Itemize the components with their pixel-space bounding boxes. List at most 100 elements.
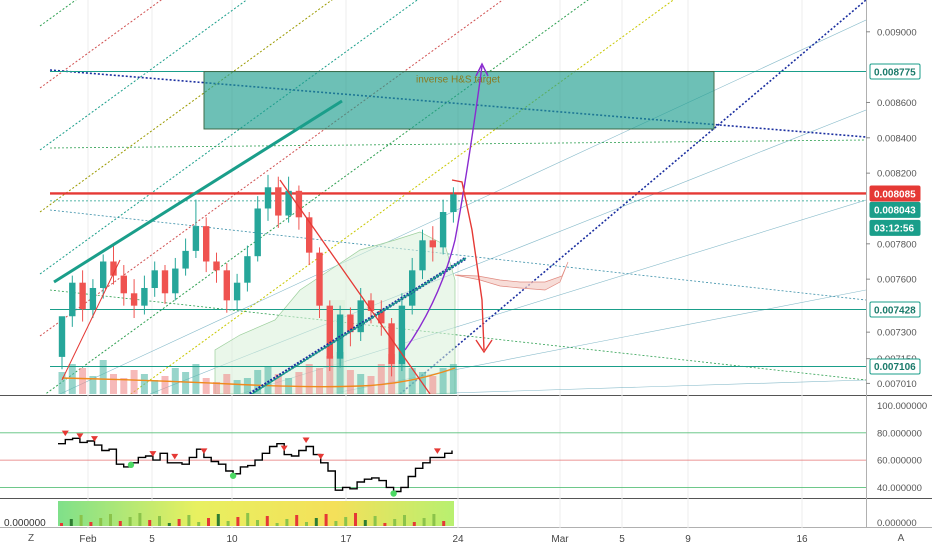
- candle-body: [275, 187, 282, 216]
- price-tag-label: 03:12:56: [874, 224, 914, 235]
- volume-heat-bar: [275, 523, 279, 526]
- candle-body: [439, 212, 447, 248]
- candle-body: [316, 252, 323, 306]
- candle-body: [182, 250, 189, 269]
- volume-bar: [274, 374, 282, 394]
- timezone-button[interactable]: Z: [22, 529, 40, 547]
- candle-body: [69, 282, 76, 317]
- bearish-projection-path: [451, 179, 485, 351]
- price-axis[interactable]: 0.009000 0.008600 0.008400 0.008200 0.007800…: [866, 27, 917, 390]
- auto-scale-button[interactable]: A: [892, 529, 910, 547]
- volume-heat-bar: [226, 521, 230, 526]
- candle-body: [367, 300, 375, 311]
- volume-bar: [120, 378, 128, 394]
- time-tick-label: 5: [619, 534, 625, 545]
- volume-bar: [58, 372, 66, 394]
- volume-bar: [89, 376, 97, 394]
- volume-heat-bar: [60, 523, 63, 526]
- bearish-projection-arrowhead: [475, 339, 493, 354]
- drawing-tools: [53, 62, 493, 394]
- volume-heat-bar: [158, 516, 161, 526]
- target-zone-label: inverse H&S target: [416, 75, 500, 86]
- down-diagonal: [279, 179, 431, 394]
- volume-heat-bar: [295, 515, 299, 526]
- price-tick-label: 0.008400: [877, 133, 917, 144]
- time-tick-label: Feb: [79, 534, 97, 545]
- volume-bar: [326, 356, 334, 394]
- candle-body: [450, 194, 457, 213]
- candle-body: [58, 316, 66, 357]
- volume-bar: [233, 380, 241, 394]
- candle-body: [161, 270, 169, 294]
- volume-bar: [316, 368, 323, 394]
- time-tick-label: 24: [452, 534, 464, 545]
- volume-heat-bar: [422, 518, 426, 526]
- target-zone[interactable]: [203, 71, 715, 130]
- price-tick-label: 0.009000: [877, 27, 917, 38]
- volume-heat-bar: [207, 518, 210, 526]
- time-tick-label: 16: [796, 534, 808, 545]
- oscillator-levels: [0, 432, 866, 488]
- volume-tick-label: 0.000000: [877, 518, 917, 529]
- volume-bar: [202, 378, 210, 394]
- price-tag-box: [869, 63, 921, 80]
- left-value-label: 0.000000: [4, 518, 46, 529]
- volume-bar: [295, 372, 303, 394]
- candle-body: [326, 305, 333, 359]
- candle-body: [419, 240, 426, 271]
- price-tag-label: 0.007106: [874, 362, 916, 373]
- volume-ma-line: [61, 367, 456, 388]
- oscillator-axis: 100.000000 80.000000 60.000000 40.000000: [877, 401, 927, 494]
- price-tick-label: 0.008200: [877, 169, 917, 180]
- time-axis[interactable]: Feb 5 10 17 24 Mar 5 9 16: [79, 534, 808, 545]
- candle-body: [79, 282, 86, 310]
- candle-body: [213, 261, 220, 271]
- volume-heat-bar: [197, 522, 201, 526]
- volume-bar: [110, 374, 117, 394]
- volume-heat-bar: [403, 515, 406, 526]
- price-tag-label: 0.008043: [874, 206, 916, 217]
- overbought-marker: [76, 433, 84, 439]
- volume-heat-bar: [324, 514, 328, 526]
- oscillator-tick-label: 40.000000: [877, 483, 922, 494]
- candle-body: [203, 226, 210, 262]
- price-tag-box: [869, 358, 921, 375]
- cloud-red: [454, 261, 569, 291]
- volume-heat-bar: [256, 520, 259, 526]
- price-tag-label: 0.007428: [874, 305, 916, 316]
- candle-body: [120, 275, 127, 294]
- oscillator-tick-label: 60.000000: [877, 456, 922, 467]
- overbought-marker: [200, 448, 208, 454]
- volume-heat-bars: [60, 513, 446, 526]
- candle-body: [172, 268, 179, 294]
- overbought-marker: [302, 437, 310, 443]
- volume-bar: [140, 374, 148, 394]
- volume-heat-bar: [412, 522, 416, 526]
- volume-heat-bar: [138, 513, 142, 526]
- candle-body: [100, 261, 107, 288]
- volume-heat-bar: [265, 516, 269, 526]
- volume-bar: [346, 370, 354, 394]
- candle-body: [141, 287, 148, 306]
- volume-bar: [429, 376, 437, 394]
- price-tick-label: 0.007300: [877, 328, 917, 339]
- volume-bar: [151, 380, 159, 394]
- candle-body: [192, 226, 200, 251]
- candle-body: [378, 310, 385, 324]
- low-dotted-line: [49, 289, 866, 381]
- price-tag-box: [869, 219, 921, 236]
- candle-body: [254, 208, 261, 257]
- volume-bar: [130, 370, 138, 394]
- price-tick-label: 0.007010: [877, 379, 917, 390]
- volume-bar: [449, 364, 457, 394]
- bullish-projection-arrowhead: [475, 62, 489, 77]
- candle-body: [306, 217, 313, 253]
- uptrend-dotted-line: [399, 0, 866, 394]
- price-tick-label: 0.007800: [877, 239, 917, 250]
- volume-bar: [254, 370, 262, 394]
- volume-bar: [68, 364, 76, 394]
- channel-line: [419, 379, 866, 394]
- volume-heat-bar: [79, 515, 83, 526]
